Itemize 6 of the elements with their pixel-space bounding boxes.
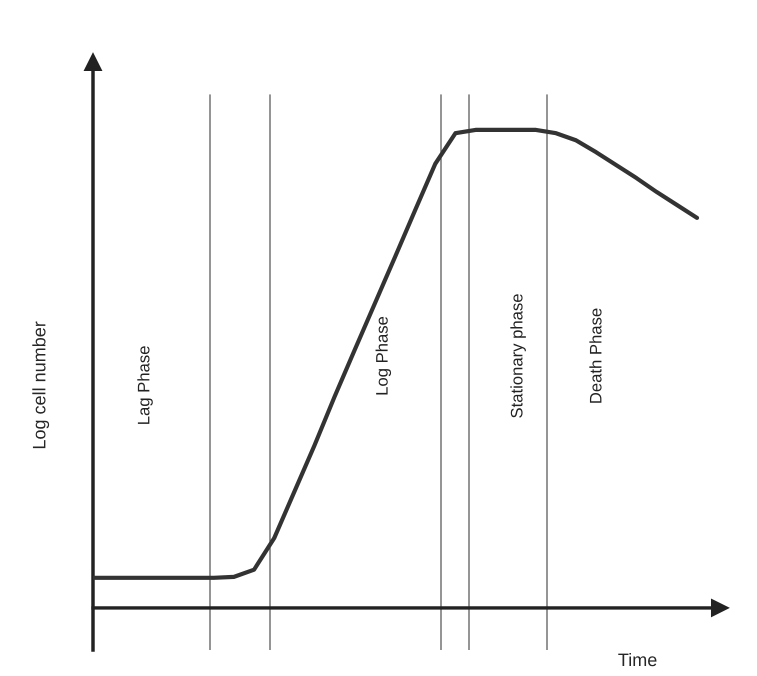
annotation: Death Phase [589, 308, 602, 403]
annotation: Stationary phase [510, 294, 526, 418]
x-axis-title: Time [618, 652, 656, 666]
annotation: Lag Phase [137, 346, 153, 424]
y-axis-title: Log cell number [32, 321, 50, 448]
annotation: Log Phase [376, 316, 392, 394]
